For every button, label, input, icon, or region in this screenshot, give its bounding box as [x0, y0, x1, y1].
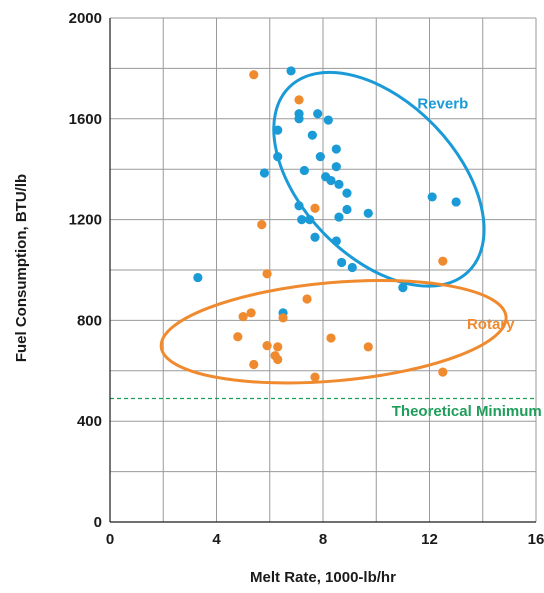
reverb-ellipse — [272, 70, 486, 288]
reverb-point — [331, 236, 341, 246]
reverb-point — [297, 215, 307, 225]
x-axis-label: Melt Rate, 1000-lb/hr — [250, 569, 396, 586]
reverb-point — [363, 208, 373, 218]
axes — [109, 18, 536, 523]
y-axis-label: Fuel Consumption, BTU/lb — [13, 174, 30, 362]
grid — [109, 17, 537, 523]
rotary-ellipse — [159, 279, 508, 385]
reverb-point — [427, 192, 437, 202]
group-ellipses — [159, 70, 508, 385]
rotary-point — [233, 332, 243, 342]
rotary-point — [302, 294, 312, 304]
y-tick-label: 400 — [77, 413, 102, 430]
reverb-point — [273, 152, 283, 162]
reverb-point — [398, 283, 408, 293]
rotary-point — [273, 342, 283, 352]
reverb-point — [342, 188, 352, 198]
reverb-point — [451, 197, 461, 207]
rotary-point — [249, 359, 259, 370]
reverb-point — [331, 144, 341, 154]
reverb-point — [310, 232, 320, 242]
x-tick-label: 16 — [528, 531, 544, 548]
reverb-point — [331, 162, 341, 172]
reverb-point — [313, 109, 323, 119]
rotary-point — [273, 354, 283, 365]
reverb-point — [347, 262, 357, 273]
annotation-label: Rotary — [467, 316, 515, 333]
y-tick-label: 1200 — [69, 212, 102, 229]
rotary-point — [310, 372, 320, 382]
reverb-point — [315, 152, 325, 162]
x-tick-label: 0 — [106, 531, 114, 548]
reverb-point — [334, 212, 344, 222]
rotary-point — [294, 95, 304, 105]
rotary-point — [363, 342, 373, 352]
x-tick-label: 12 — [421, 531, 438, 548]
rotary-point — [278, 313, 288, 323]
rotary-point — [249, 70, 259, 80]
reverb-point — [273, 125, 283, 135]
x-tick-label: 8 — [319, 531, 327, 548]
reverb-point — [342, 204, 352, 215]
reverb-point — [307, 130, 317, 140]
y-tick-label: 1600 — [69, 111, 102, 128]
annotations: Reverb Rotary Theoretical Minimum — [392, 96, 542, 420]
data-points — [193, 66, 461, 382]
reverb-point — [337, 257, 347, 268]
rotary-point — [438, 256, 448, 266]
rotary-point — [246, 308, 256, 318]
rotary-point — [310, 203, 320, 213]
reverb-point — [323, 115, 333, 125]
tick-labels: 0 4 8 12 16 0 400 800 1200 1600 2000 — [69, 10, 544, 548]
reverb-point — [193, 272, 203, 283]
reverb-point — [299, 165, 309, 176]
annotation-label: Reverb — [417, 96, 468, 113]
reverb-point — [294, 201, 304, 211]
rotary-point — [438, 367, 448, 377]
rotary-point — [238, 312, 248, 322]
rotary-point — [262, 341, 272, 351]
reverb-point — [259, 168, 270, 178]
rotary-point — [262, 269, 272, 279]
reverb-point — [334, 179, 344, 189]
reverb-point — [305, 215, 315, 225]
rotary-point — [257, 220, 267, 230]
reverb-point — [286, 66, 296, 76]
y-tick-label: 0 — [94, 514, 102, 531]
reverb-point — [294, 114, 304, 124]
annotation-label: Theoretical Minimum — [392, 403, 542, 420]
x-tick-label: 4 — [212, 531, 221, 548]
y-tick-label: 2000 — [69, 10, 102, 27]
rotary-point — [326, 333, 336, 343]
reverb-point — [326, 175, 336, 186]
y-tick-label: 800 — [77, 312, 102, 329]
